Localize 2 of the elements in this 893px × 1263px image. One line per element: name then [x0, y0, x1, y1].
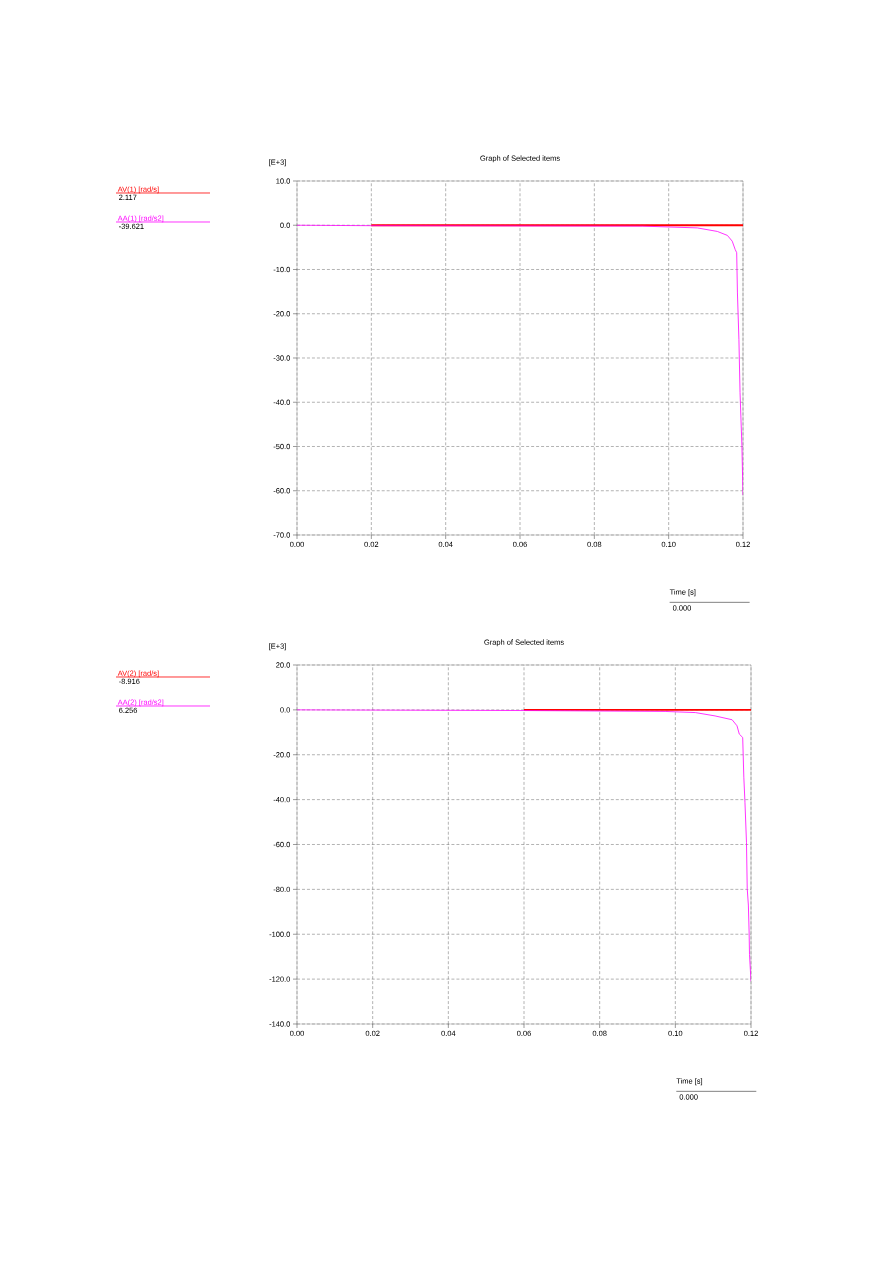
line-series	[297, 709, 752, 982]
line-series	[297, 224, 744, 496]
